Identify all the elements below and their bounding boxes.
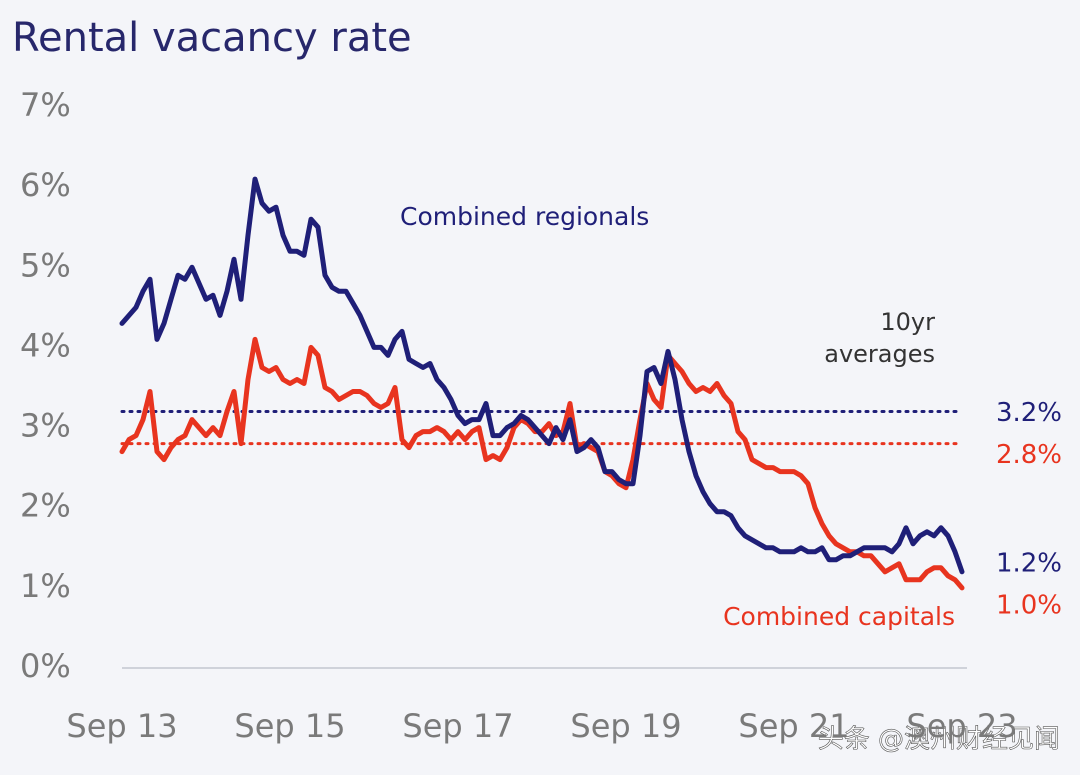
reference-label: 2.8% xyxy=(996,440,1062,470)
x-tick-label: Sep 15 xyxy=(234,707,345,745)
y-tick-label: 5% xyxy=(20,246,71,284)
y-tick-label: 1% xyxy=(20,567,71,605)
series-label: Combined capitals xyxy=(723,602,955,631)
annotation: 10yr xyxy=(880,308,935,336)
value-label: 1.2% xyxy=(996,548,1062,578)
series-line xyxy=(119,176,965,575)
y-tick-label: 7% xyxy=(20,86,71,124)
x-tick-label: Sep 19 xyxy=(570,707,681,745)
y-tick-label: 0% xyxy=(20,647,71,685)
y-tick-label: 3% xyxy=(20,407,71,445)
y-tick-label: 6% xyxy=(20,166,71,204)
value-label: 1.0% xyxy=(996,590,1062,620)
x-tick-label: Sep 21 xyxy=(738,707,849,745)
y-tick-label: 2% xyxy=(20,487,71,525)
series-line xyxy=(119,336,965,591)
series-label: Combined regionals xyxy=(400,202,649,231)
x-tick-label: Sep 17 xyxy=(402,707,513,745)
reference-label: 3.2% xyxy=(996,398,1062,428)
x-tick-label: Sep 23 xyxy=(906,707,1017,745)
x-tick-label: Sep 13 xyxy=(66,707,177,745)
annotation: averages xyxy=(824,340,935,368)
chart-title: Rental vacancy rate xyxy=(12,15,412,61)
y-tick-label: 4% xyxy=(20,326,71,364)
watermark: 头条 @澳州财经见闻 xyxy=(818,725,1060,755)
